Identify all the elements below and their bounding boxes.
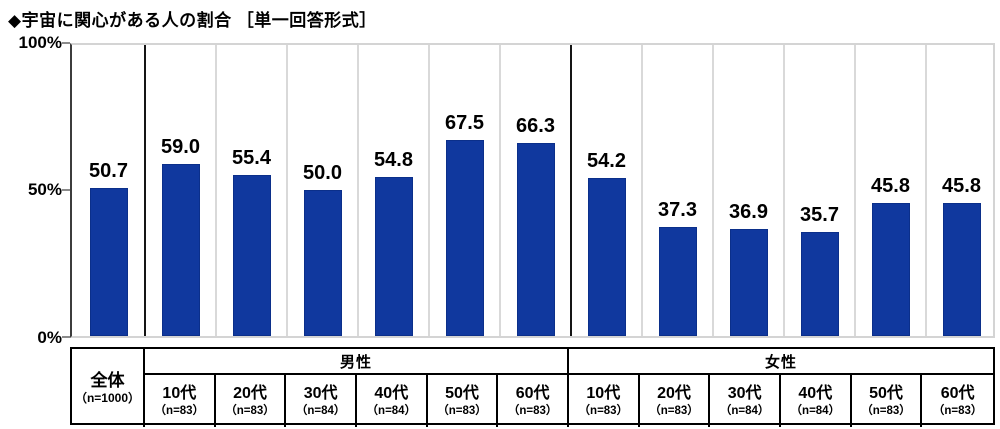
plot-area: 50.7 59.0 55.4 50.0 54.8 67.5 66.3 54.2 37.3 36.9…: [70, 43, 995, 338]
bar-value-label: 59.0: [161, 136, 200, 158]
n-count-label: （n=83）: [861, 405, 911, 417]
table-cell-男性-60代: 60代 （n=83）: [498, 375, 569, 427]
group-separator-line: [144, 45, 146, 336]
column-gridline: [499, 45, 501, 336]
bar-value-label: 50.0: [303, 162, 342, 184]
bar-男性 60代: [516, 143, 555, 336]
n-count-label: （n=83）: [649, 405, 699, 417]
age-label: 50代: [445, 385, 479, 402]
bar-value-label: 45.8: [942, 175, 981, 197]
bar-value-label: 66.3: [516, 115, 555, 137]
column-gridline: [215, 45, 217, 336]
y-tick-100: [62, 42, 70, 44]
bar-value-label: 50.7: [89, 160, 128, 182]
age-label: 40代: [798, 385, 833, 402]
y-tick-50: [62, 189, 70, 191]
category-axis-table: 全体 （n=1000） 男性 女性 10代 （n=83） 20代 （n=83） 30代 （n=…: [70, 347, 995, 427]
column-gridline: [712, 45, 714, 336]
column-gridline: [428, 45, 430, 336]
bar-全体: [89, 188, 128, 336]
table-cell-女性-20代: 20代 （n=83）: [640, 375, 711, 427]
n-count-label: （n=84）: [295, 405, 346, 417]
chart-title: ◆宇宙に関心がある人の割合 ［単一回答形式］: [8, 11, 377, 30]
table-cell-男性-50代: 50代 （n=83）: [428, 375, 499, 427]
bar-value-label: 45.8: [871, 175, 910, 197]
table-cell-女性-30代: 30代 （n=84）: [710, 375, 781, 427]
table-cell-女性-50代: 50代 （n=83）: [852, 375, 923, 427]
table-cell-男性-10代: 10代 （n=83）: [145, 375, 216, 427]
table-cell-男性-40代: 40代 （n=84）: [357, 375, 428, 427]
bar-女性 40代: [800, 232, 839, 336]
y-axis-label-100: 100%: [18, 33, 62, 52]
age-label: 50代: [869, 385, 903, 402]
table-cell-男性-20代: 20代 （n=83）: [216, 375, 287, 427]
table-cell-女性-10代: 10代 （n=83）: [569, 375, 640, 427]
y-axis-label-50: 50%: [27, 180, 62, 199]
overall-label: 全体: [90, 370, 125, 390]
age-label: 40代: [374, 385, 409, 402]
bar-男性 50代: [445, 140, 484, 336]
bar-女性 20代: [658, 227, 697, 336]
n-count-label: （n=83）: [225, 405, 275, 417]
table-cell-女性-60代: 60代 （n=83）: [922, 375, 993, 427]
column-gridline: [357, 45, 359, 336]
bar-value-label: 35.7: [800, 204, 839, 226]
bar-value-label: 36.9: [729, 201, 768, 223]
table-cell-女性-40代: 40代 （n=84）: [781, 375, 852, 427]
n-count-label: （n=84）: [719, 405, 770, 417]
n-count-label: （n=83）: [507, 405, 558, 417]
age-label: 30代: [303, 385, 338, 402]
bar-女性 50代: [871, 203, 910, 336]
overall-n-count: （n=1000）: [74, 390, 141, 405]
n-count-label: （n=84）: [790, 405, 841, 417]
n-count-label: （n=83）: [578, 405, 629, 417]
bar-女性 30代: [729, 229, 768, 336]
age-label: 30代: [727, 385, 762, 402]
gender-header-女性: 女性: [568, 349, 993, 375]
bar-value-label: 37.3: [658, 199, 697, 221]
n-count-label: （n=83）: [932, 405, 983, 417]
age-label: 10代: [586, 385, 621, 402]
y-tick-0: [62, 336, 70, 338]
bar-value-label: 54.8: [374, 149, 413, 171]
table-cell-男性-30代: 30代 （n=84）: [286, 375, 357, 427]
group-separator-line: [570, 45, 572, 336]
y-axis-label-0: 0%: [37, 328, 62, 347]
n-count-label: （n=83）: [437, 405, 487, 417]
age-label: 60代: [940, 385, 975, 402]
bar-value-label: 67.5: [445, 112, 484, 134]
column-gridline: [641, 45, 643, 336]
bar-男性 30代: [303, 190, 342, 336]
age-label: 20代: [657, 385, 691, 402]
gender-header-男性: 男性: [145, 349, 569, 375]
column-gridline: [925, 45, 927, 336]
age-label: 20代: [233, 385, 267, 402]
bar-男性 10代: [161, 164, 200, 336]
bar-女性 60代: [942, 203, 981, 336]
n-count-label: （n=83）: [154, 405, 205, 417]
bar-女性 10代: [587, 178, 626, 336]
column-gridline: [783, 45, 785, 336]
table-cell-overall: 全体 （n=1000）: [72, 349, 145, 427]
bar-男性 20代: [232, 175, 271, 336]
column-gridline: [854, 45, 856, 336]
age-label: 60代: [515, 385, 550, 402]
column-gridline: [286, 45, 288, 336]
age-label: 10代: [162, 385, 197, 402]
bar-男性 40代: [374, 177, 413, 336]
n-count-label: （n=84）: [366, 405, 417, 417]
bar-value-label: 55.4: [232, 147, 271, 169]
bar-value-label: 54.2: [587, 150, 626, 172]
